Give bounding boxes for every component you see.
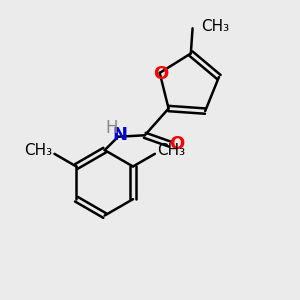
Text: H: H xyxy=(106,119,118,137)
Text: N: N xyxy=(112,126,127,144)
Text: O: O xyxy=(154,65,169,83)
Text: CH₃: CH₃ xyxy=(24,143,52,158)
Text: O: O xyxy=(169,135,184,153)
Text: CH₃: CH₃ xyxy=(201,19,229,34)
Text: CH₃: CH₃ xyxy=(157,143,185,158)
